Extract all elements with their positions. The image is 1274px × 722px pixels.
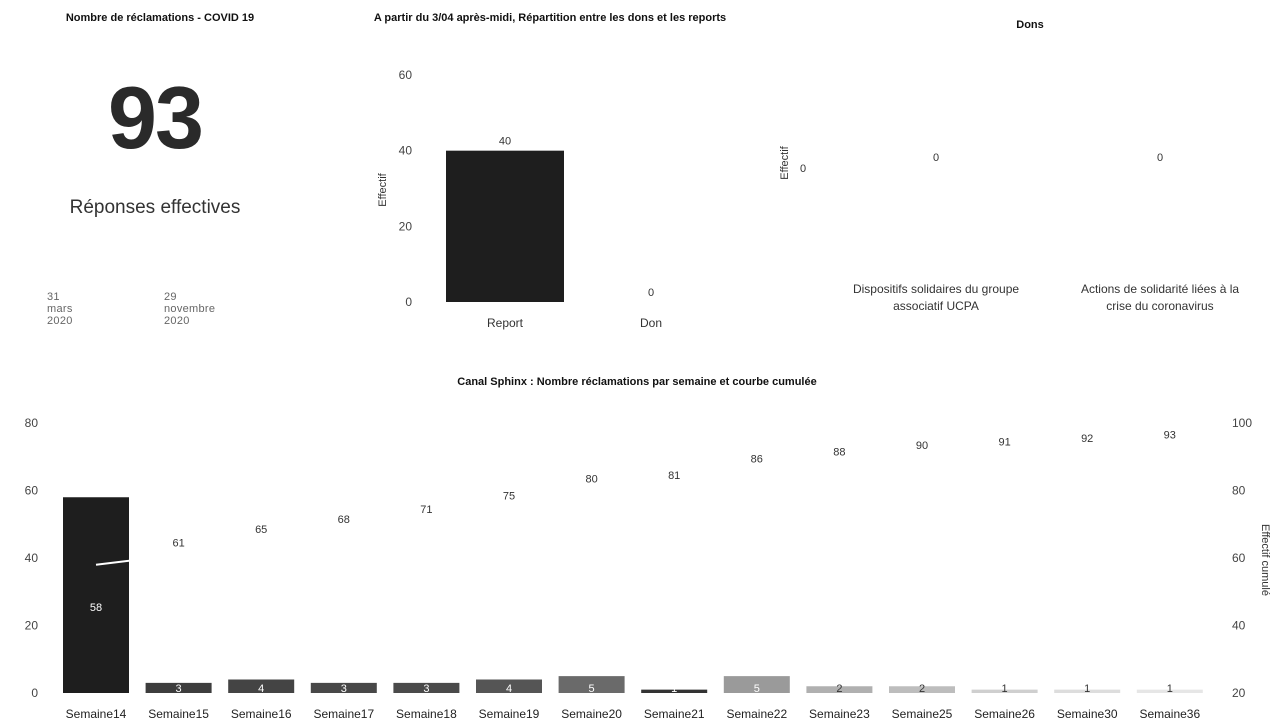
bar-value-label: 3 [341,683,347,695]
y2-tick-label: 20 [1232,686,1246,700]
data-label: 0 [1157,152,1163,164]
cumulative-label: 91 [998,436,1010,448]
y-tick-label: 80 [25,416,39,430]
bar-semaine14 [63,497,129,693]
x-tick-label: Actions de solidarité liées à la crise du… [1081,282,1239,313]
bar-semaine20 [558,676,625,693]
y-tick-label: 40 [25,551,39,565]
bar-value-label: 1 [1084,683,1090,695]
x-tick-label: Semaine22 [726,707,787,721]
bar-value-label: 4 [506,683,512,695]
bar-semaine15 [145,682,212,693]
bar-value-label: 1 [1167,683,1173,695]
x-tick-label: Semaine18 [396,707,457,721]
bar-value-label: 2 [919,683,925,695]
y-tick-label: 20 [399,219,413,233]
x-tick-label: Semaine30 [1057,707,1118,721]
kpi-date-end: 29 novembre 2020 [164,291,216,327]
cumulative-label: 75 [503,490,515,502]
y-tick-label: 60 [25,484,39,498]
bar-semaine19 [476,679,542,693]
x-tick-label: Semaine26 [974,707,1035,721]
bar-value-label: 58 [90,602,102,614]
bar-value-label: 5 [754,683,760,695]
cumulative-label: 65 [255,524,267,536]
bar-semaine25 [889,686,955,693]
cumulative-label: 90 [916,440,928,452]
bar-value-label: 3 [423,683,429,695]
chart2-title: Dons [1016,19,1044,31]
bar-semaine30 [1054,689,1121,693]
y-tick-label: 20 [25,619,39,633]
x-tick-label: Semaine23 [809,707,870,721]
cumulative-label: 93 [1164,430,1176,442]
y2-tick-label: 100 [1232,416,1252,430]
x-tick-label: Semaine15 [148,707,209,721]
y2-axis-label: Effectif cumulé [1259,524,1271,596]
kpi-date-start: 31 mars 2020 [47,291,73,327]
cumulative-label: 80 [585,474,597,486]
data-label: 0 [800,163,806,175]
x-tick-label: Dispositifs solidaires du groupe associat… [853,282,1019,313]
y-tick-label: 0 [31,686,38,700]
data-label: 40 [499,136,511,148]
cumulative-label: 81 [668,470,680,482]
bar-semaine16 [228,679,295,693]
bar-semaine36 [1136,689,1203,693]
x-tick-label: Semaine21 [644,707,705,721]
cumulative-label: 71 [420,504,432,516]
bar-semaine18 [393,682,460,693]
cumulative-label: 68 [338,514,350,526]
bar-value-label: 1 [1002,683,1008,695]
x-tick-label: Semaine17 [313,707,374,721]
cumulative-label: 61 [172,538,184,550]
bar-report [446,150,564,302]
x-tick-label: Semaine14 [66,707,127,721]
kpi-value: 93 [108,68,204,167]
x-tick-label: Don [640,316,662,330]
bar-value-label: 5 [589,683,595,695]
x-tick-label: Report [487,316,524,330]
x-tick-label: Semaine19 [479,707,540,721]
chart1-title: A partir du 3/04 après-midi, Répartition… [373,12,727,24]
bar-value-label: 3 [176,683,182,695]
cumulative-label: 86 [751,453,763,465]
y2-tick-label: 40 [1232,619,1246,633]
y-axis-label: Effectif [779,145,791,179]
y2-tick-label: 60 [1232,551,1246,565]
x-tick-label: Semaine36 [1139,707,1200,721]
bar-semaine23 [806,686,873,693]
bar-value-label: 4 [258,683,264,695]
y-axis-label: Effectif [377,172,389,206]
bar-semaine26 [971,689,1038,693]
data-label: 0 [648,287,654,299]
y2-tick-label: 80 [1232,484,1246,498]
bar-value-label: 2 [836,683,842,695]
cumulative-label: 92 [1081,433,1093,445]
y-tick-label: 40 [399,144,413,158]
cumulative-label: 88 [833,447,845,459]
bar-semaine17 [310,682,377,693]
y-tick-label: 0 [405,295,412,309]
y-tick-label: 60 [399,68,413,82]
chart3-title: Canal Sphinx : Nombre réclamations par s… [457,376,817,388]
x-tick-label: Semaine20 [561,707,622,721]
x-tick-label: Semaine25 [892,707,953,721]
x-tick-label: Semaine16 [231,707,292,721]
cumulative-line [95,445,1170,566]
kpi-label: Réponses effectives [69,197,241,218]
bar-semaine22 [723,676,790,693]
data-label: 0 [933,152,939,164]
bar-semaine21 [641,689,708,693]
bar-value-label: 1 [671,683,677,695]
kpi-title: Nombre de réclamations - COVID 19 [65,12,255,24]
